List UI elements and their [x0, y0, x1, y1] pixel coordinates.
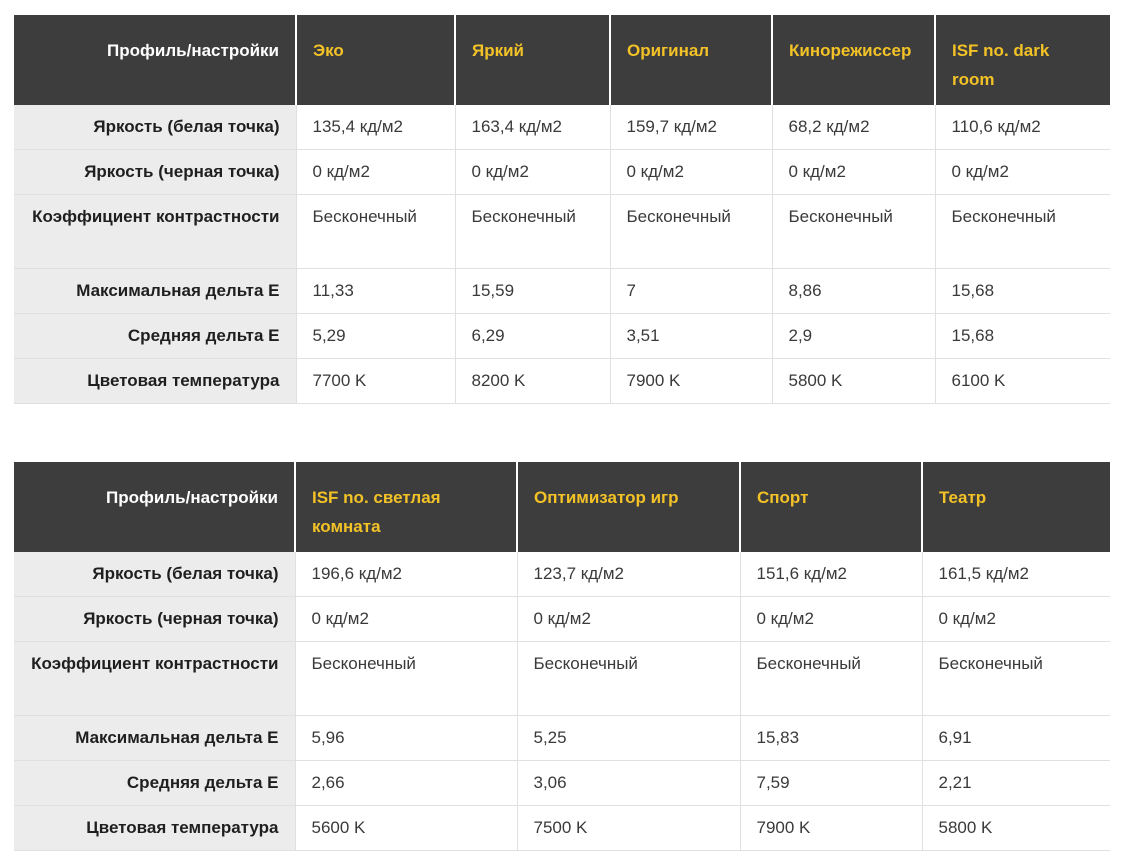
table-cell: 196,6 кд/м2	[294, 552, 517, 597]
table-cell: 0 кд/м2	[921, 596, 1110, 642]
table-row: Средняя дельта Е 2,66 3,06 7,59 2,21	[14, 760, 1110, 806]
table-cell: 15,68	[934, 313, 1110, 359]
table-cell: 6,91	[921, 715, 1110, 761]
table-cell: 110,6 кд/м2	[934, 105, 1110, 150]
row-label: Максимальная дельта Е	[14, 268, 296, 314]
table-row: Яркость (черная точка) 0 кд/м2 0 кд/м2 0…	[14, 149, 1110, 195]
table-row: Яркость (черная точка) 0 кд/м2 0 кд/м2 0…	[14, 596, 1110, 642]
table-cell: 15,68	[934, 268, 1110, 314]
table-row: Цветовая температура 5600 K 7500 K 7900 …	[14, 805, 1110, 851]
table-cell: 5600 K	[294, 805, 517, 851]
table-gap	[14, 404, 1110, 462]
profile-header-sport: Спорт	[739, 462, 922, 552]
table-cell: 7900 K	[739, 805, 922, 851]
row-label: Максимальная дельта Е	[14, 715, 295, 761]
table-cell: Бесконечный	[921, 641, 1110, 716]
table-cell: 0 кд/м2	[454, 149, 610, 195]
table-cell: 7900 K	[609, 358, 772, 404]
table-cell: 6100 K	[934, 358, 1110, 404]
table-cell: Бесконечный	[516, 641, 740, 716]
table-cell: 3,06	[516, 760, 740, 806]
profile-header-eco: Эко	[295, 15, 455, 105]
row-label: Яркость (черная точка)	[14, 596, 295, 642]
table-cell: 8,86	[771, 268, 935, 314]
table-cell: 163,4 кд/м2	[454, 105, 610, 150]
table-cell: 7,59	[739, 760, 922, 806]
row-label: Средняя дельта Е	[14, 313, 296, 359]
table-cell: 0 кд/м2	[739, 596, 922, 642]
table-cell: Бесконечный	[934, 194, 1110, 269]
table-cell: 11,33	[295, 268, 455, 314]
table-cell: 161,5 кд/м2	[921, 552, 1110, 597]
table-cell: 7500 K	[516, 805, 740, 851]
table-cell: 68,2 кд/м2	[771, 105, 935, 150]
profile-header-vivid: Яркий	[454, 15, 610, 105]
table-cell: 8200 K	[454, 358, 610, 404]
profiles-table-1: Профиль/настройки Эко Яркий Оригинал Кин…	[14, 15, 1110, 404]
row-label: Яркость (белая точка)	[14, 552, 295, 597]
profile-header-original: Оригинал	[609, 15, 772, 105]
row-label: Коэффициент контрастности	[14, 641, 295, 716]
table-cell: 0 кд/м2	[294, 596, 517, 642]
table-cell: 2,21	[921, 760, 1110, 806]
table-cell: Бесконечный	[609, 194, 772, 269]
table-cell: 151,6 кд/м2	[739, 552, 922, 597]
table-row: Средняя дельта Е 5,29 6,29 3,51 2,9 15,6…	[14, 313, 1110, 359]
table-row: Максимальная дельта Е 5,96 5,25 15,83 6,…	[14, 715, 1110, 761]
corner-header-cell: Профиль/настройки	[14, 462, 295, 552]
row-label: Яркость (белая точка)	[14, 105, 296, 150]
table-cell: 5800 K	[771, 358, 935, 404]
table-cell: Бесконечный	[454, 194, 610, 269]
row-label: Яркость (черная точка)	[14, 149, 296, 195]
table-cell: Бесконечный	[294, 641, 517, 716]
table-cell: 15,59	[454, 268, 610, 314]
table-row: Яркость (белая точка) 196,6 кд/м2 123,7 …	[14, 552, 1110, 597]
table-cell: 2,9	[771, 313, 935, 359]
header-row: Профиль/настройки ISF no. светлая комнат…	[14, 462, 1110, 552]
profile-header-filmmaker: Кинорежиссер	[771, 15, 935, 105]
table-cell: 7	[609, 268, 772, 314]
row-label: Цветовая температура	[14, 358, 296, 404]
table-cell: 0 кд/м2	[934, 149, 1110, 195]
table-cell: 5,25	[516, 715, 740, 761]
table-cell: 3,51	[609, 313, 772, 359]
table-cell: 0 кд/м2	[771, 149, 935, 195]
profile-header-theater: Театр	[921, 462, 1110, 552]
table-row: Коэффициент контрастности Бесконечный Бе…	[14, 641, 1110, 716]
profile-header-isf-bright: ISF no. светлая комната	[294, 462, 517, 552]
table-cell: Бесконечный	[739, 641, 922, 716]
table-row: Цветовая температура 7700 K 8200 K 7900 …	[14, 358, 1110, 404]
corner-header-cell: Профиль/настройки	[14, 15, 296, 105]
table-row: Яркость (белая точка) 135,4 кд/м2 163,4 …	[14, 105, 1110, 150]
table-cell: Бесконечный	[771, 194, 935, 269]
table-cell: 2,66	[294, 760, 517, 806]
table-cell: 0 кд/м2	[295, 149, 455, 195]
row-label: Коэффициент контрастности	[14, 194, 296, 269]
table-cell: 15,83	[739, 715, 922, 761]
table-row: Максимальная дельта Е 11,33 15,59 7 8,86…	[14, 268, 1110, 314]
table-cell: 5800 K	[921, 805, 1110, 851]
table-cell: 6,29	[454, 313, 610, 359]
profile-header-game-optimizer: Оптимизатор игр	[516, 462, 740, 552]
table-cell: 123,7 кд/м2	[516, 552, 740, 597]
table-cell: 7700 K	[295, 358, 455, 404]
table-cell: 0 кд/м2	[609, 149, 772, 195]
table-cell: 159,7 кд/м2	[609, 105, 772, 150]
table-cell: 5,96	[294, 715, 517, 761]
table-cell: 5,29	[295, 313, 455, 359]
profiles-table-2: Профиль/настройки ISF no. светлая комнат…	[14, 462, 1110, 851]
table-row: Коэффициент контрастности Бесконечный Бе…	[14, 194, 1110, 269]
row-label: Цветовая температура	[14, 805, 295, 851]
table-cell: 0 кд/м2	[516, 596, 740, 642]
table-cell: 135,4 кд/м2	[295, 105, 455, 150]
profile-header-isf-dark: ISF no. dark room	[934, 15, 1110, 105]
row-label: Средняя дельта Е	[14, 760, 295, 806]
table-cell: Бесконечный	[295, 194, 455, 269]
header-row: Профиль/настройки Эко Яркий Оригинал Кин…	[14, 15, 1110, 105]
